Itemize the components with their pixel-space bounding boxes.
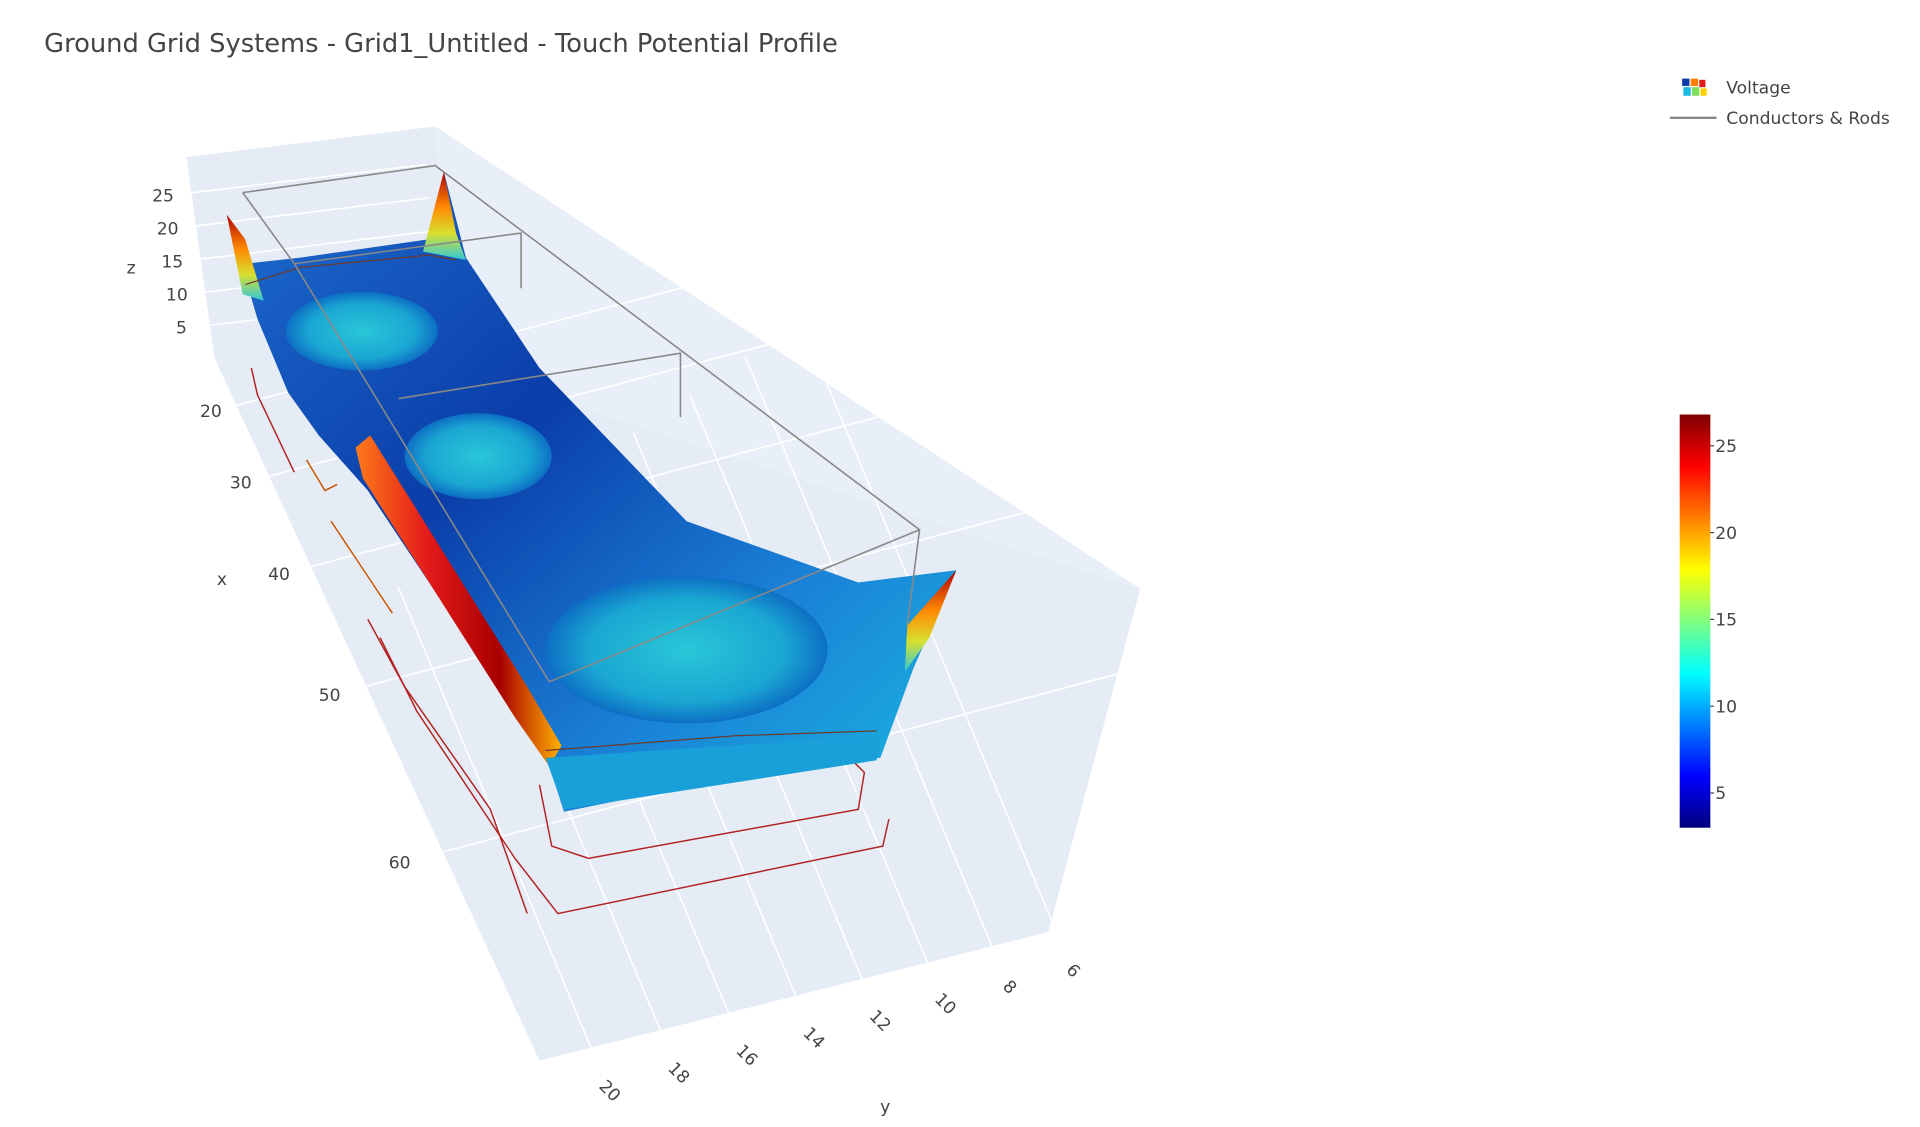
y-tick-label: 6 bbox=[1062, 960, 1084, 982]
z-tick-label: 10 bbox=[166, 286, 188, 306]
y-tick-label: 20 bbox=[595, 1077, 625, 1107]
x-axis-title: x bbox=[217, 570, 227, 590]
z-tick-label: 20 bbox=[157, 219, 179, 239]
legend: Voltage Conductors & Rods bbox=[1669, 78, 1890, 129]
y-tick-label: 14 bbox=[799, 1024, 829, 1054]
legend-label: Voltage bbox=[1726, 78, 1790, 98]
z-tick-label: 5 bbox=[176, 319, 187, 339]
contours bbox=[250, 367, 890, 915]
z-tick-label: 15 bbox=[161, 253, 183, 273]
colorbar-tick-label: 25 bbox=[1715, 437, 1737, 457]
colorbar-tick-label: 5 bbox=[1715, 784, 1726, 804]
grid-line bbox=[187, 196, 431, 228]
y-tick-label: 10 bbox=[930, 990, 960, 1020]
x-tick-label: 30 bbox=[230, 474, 252, 494]
z-axis-title: z bbox=[127, 259, 136, 279]
grid-line bbox=[799, 319, 1066, 954]
colorbar-tick-label: 10 bbox=[1715, 697, 1737, 717]
y-tick-label: 18 bbox=[664, 1059, 694, 1089]
x-tick-label: 50 bbox=[319, 686, 341, 706]
colorbar-tick-label: 20 bbox=[1715, 524, 1737, 544]
voltage-surface bbox=[226, 171, 957, 812]
colorbar-scale bbox=[1679, 414, 1711, 828]
grid-line bbox=[397, 586, 603, 1074]
grid-line bbox=[182, 163, 427, 195]
y-tick-label: 8 bbox=[998, 977, 1020, 999]
y-axis-title: y bbox=[880, 1097, 890, 1117]
x-tick-label: 60 bbox=[389, 853, 411, 873]
y-tick-label: 12 bbox=[865, 1006, 895, 1036]
z-tick-label: 25 bbox=[152, 186, 174, 206]
y-tick-label: 16 bbox=[732, 1041, 762, 1071]
colorbar-tick-label: 15 bbox=[1715, 611, 1737, 631]
colorbar: 5 10 15 20 25 bbox=[1679, 414, 1737, 828]
conductors-rods bbox=[242, 164, 921, 683]
chart-title: Ground Grid Systems - Grid1_Untitled - T… bbox=[44, 29, 838, 59]
legend-icon bbox=[1682, 78, 1707, 96]
x-tick-label: 20 bbox=[200, 402, 222, 422]
x-tick-label: 40 bbox=[268, 565, 290, 585]
legend-label: Conductors & Rods bbox=[1726, 109, 1890, 129]
grid-line bbox=[191, 229, 436, 261]
